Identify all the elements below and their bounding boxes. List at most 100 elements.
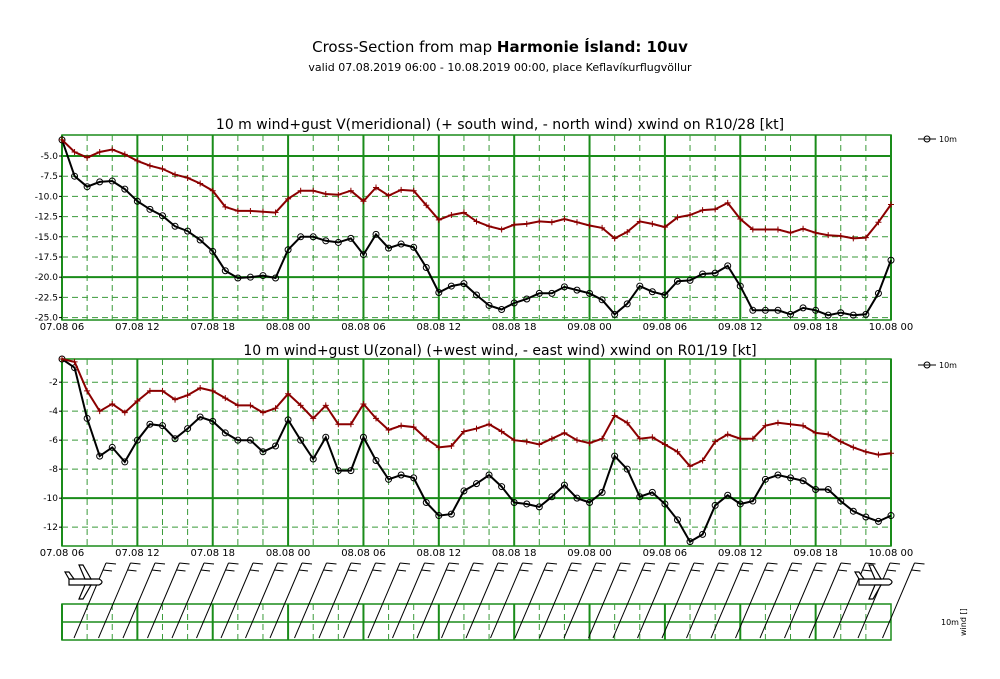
wind-barb xyxy=(882,562,915,639)
data-point-gust xyxy=(385,427,392,434)
data-point-gust xyxy=(486,421,493,428)
data-point-wind xyxy=(498,305,506,313)
data-point-wind xyxy=(586,499,594,507)
data-point-wind xyxy=(234,436,242,444)
airplane-wing xyxy=(868,564,883,580)
data-point-wind xyxy=(523,295,531,303)
data-point-wind xyxy=(447,510,455,518)
data-point-gust xyxy=(234,402,241,409)
wind-barb-feather xyxy=(176,569,186,572)
data-point-wind xyxy=(812,485,820,493)
wind-barb-feather xyxy=(840,562,852,565)
data-point-gust xyxy=(837,438,844,445)
y-tick-label: -6 xyxy=(49,436,58,446)
data-point-wind xyxy=(284,416,292,424)
airplane-wing xyxy=(78,584,93,600)
x-tick-label: 07.08 06 xyxy=(40,548,85,559)
data-point-wind xyxy=(849,507,857,515)
series-line-wind xyxy=(61,358,892,544)
data-point-gust xyxy=(511,437,518,444)
series-wind xyxy=(58,355,895,546)
x-tick-label: 10.08 00 xyxy=(869,322,914,333)
data-point-wind xyxy=(623,300,631,308)
wind-barb xyxy=(686,562,719,639)
data-point-wind xyxy=(158,212,166,220)
data-point-wind xyxy=(874,289,882,297)
x-tick-label: 09.08 12 xyxy=(718,548,763,559)
x-tick-label: 08.08 06 xyxy=(341,548,386,559)
data-point-gust xyxy=(460,428,467,435)
data-point-wind xyxy=(573,286,581,294)
x-tick-label: 09.08 18 xyxy=(793,548,838,559)
data-point-gust xyxy=(373,415,380,422)
data-point-gust xyxy=(599,224,606,231)
wind-barb-feather xyxy=(298,569,309,572)
wind-barb-feather xyxy=(445,569,456,572)
x-tick-label: 09.08 00 xyxy=(567,322,612,333)
data-point-gust xyxy=(636,218,643,225)
data-point-gust xyxy=(586,440,593,447)
data-point-gust xyxy=(624,419,631,426)
wind-barb-feather xyxy=(200,569,211,572)
data-point-wind xyxy=(209,247,217,255)
data-point-gust xyxy=(247,207,254,214)
airplane-body xyxy=(68,578,103,586)
y-tick-label: -8 xyxy=(49,465,58,475)
data-point-gust xyxy=(812,229,819,236)
data-point-wind xyxy=(284,246,292,254)
data-point-wind xyxy=(385,244,393,252)
wind-barb-feather xyxy=(424,562,435,565)
data-point-gust xyxy=(234,207,241,214)
wind-barb-feather xyxy=(102,569,113,572)
wind-barb-feather xyxy=(519,569,529,572)
data-point-gust xyxy=(423,435,430,442)
data-point-gust xyxy=(134,398,141,405)
wind-barb-feather xyxy=(154,562,166,565)
data-point-wind xyxy=(83,183,91,191)
data-point-wind xyxy=(322,433,330,441)
wind-barb-feather xyxy=(739,569,750,572)
wind-barb-panel: 10m wind [] xyxy=(61,562,968,641)
data-point-gust xyxy=(71,358,78,365)
data-point-gust xyxy=(460,209,467,216)
data-point-wind xyxy=(648,288,656,296)
data-point-gust xyxy=(649,434,656,441)
data-point-gust xyxy=(674,448,681,455)
data-point-gust xyxy=(109,400,116,407)
data-point-gust xyxy=(435,444,442,451)
wind-barb-feather xyxy=(396,569,407,572)
wind-barb-feather xyxy=(641,569,652,572)
data-point-gust xyxy=(762,226,769,233)
airplane-body xyxy=(858,578,893,586)
data-point-gust xyxy=(611,235,618,242)
y-tick-label: -12 xyxy=(43,523,58,533)
wind-barb xyxy=(588,562,621,639)
data-point-wind xyxy=(724,262,732,270)
y-tick-label: -10.0 xyxy=(35,192,59,202)
data-point-wind xyxy=(761,306,769,314)
airplane-wing xyxy=(78,564,93,580)
data-point-wind xyxy=(887,512,895,520)
data-point-gust xyxy=(511,221,518,228)
wind-barb xyxy=(784,562,817,639)
y-tick-label: -2 xyxy=(49,378,58,388)
wind-barb-feather xyxy=(470,569,480,572)
chart-panel-2: 10 m wind+gust U(zonal) (+west wind, - e… xyxy=(40,343,957,559)
data-point-gust xyxy=(649,220,656,227)
data-point-wind xyxy=(686,276,694,284)
wind-barb-feather xyxy=(448,562,460,565)
data-point-wind xyxy=(410,243,418,251)
wind-barb-feather xyxy=(347,569,358,572)
data-point-wind xyxy=(787,310,795,318)
wind-barb xyxy=(441,562,474,639)
data-point-gust xyxy=(473,218,480,225)
data-point-wind xyxy=(71,172,79,180)
data-point-wind xyxy=(334,467,342,475)
wind-barb-feather xyxy=(644,562,656,565)
data-point-gust xyxy=(121,151,128,158)
wind-barb xyxy=(392,562,425,639)
data-point-wind xyxy=(586,289,594,297)
data-point-wind xyxy=(272,442,280,450)
wind-barb-feather xyxy=(543,569,554,572)
data-point-wind xyxy=(272,274,280,282)
